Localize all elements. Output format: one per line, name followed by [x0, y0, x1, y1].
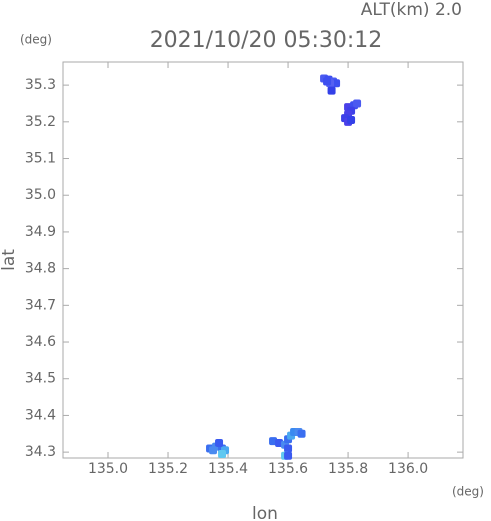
chart-title: 2021/10/20 05:30:12 — [150, 28, 383, 53]
y-tick-label: 34.3 — [25, 444, 56, 460]
plot-frame — [62, 61, 464, 459]
echo-point — [269, 437, 278, 446]
x-tick-label: 135.2 — [148, 461, 188, 477]
x-tick-label: 136.0 — [388, 461, 428, 477]
x-tick-label: 135.0 — [88, 461, 128, 477]
y-tick-label: 35.1 — [25, 151, 56, 167]
echo-point — [284, 451, 293, 460]
y-tick-label: 34.7 — [25, 297, 56, 313]
echo-point — [353, 99, 362, 108]
echo-point — [275, 438, 284, 447]
x-tick-label: 135.4 — [208, 461, 248, 477]
y-tick-label: 34.6 — [25, 334, 56, 350]
echo-point — [323, 77, 332, 86]
x-axis-label: lon — [252, 504, 278, 521]
echo-point — [215, 438, 224, 447]
y-tick-label: 35.2 — [25, 114, 56, 130]
x-unit: (deg) — [452, 485, 484, 499]
echo-point — [297, 429, 306, 438]
y-tick-label: 34.5 — [25, 371, 56, 387]
y-axis-label: lat — [0, 249, 19, 271]
y-tick-label: 34.4 — [25, 407, 56, 423]
y-tick-label: 35.3 — [25, 77, 56, 93]
altitude-label: ALT(km) 2.0 — [361, 0, 462, 20]
x-tick-label: 135.8 — [328, 461, 368, 477]
echo-point — [209, 446, 218, 455]
echo-point — [332, 79, 341, 88]
y-unit: (deg) — [20, 33, 52, 47]
y-tick-label: 35.0 — [25, 187, 56, 203]
y-tick-label: 34.9 — [25, 224, 56, 240]
echo-point — [218, 449, 227, 458]
echo-point — [284, 444, 293, 453]
echo-point — [347, 115, 356, 124]
y-tick-label: 34.8 — [25, 261, 56, 277]
echo-point — [327, 86, 336, 95]
x-tick-label: 135.6 — [268, 461, 308, 477]
